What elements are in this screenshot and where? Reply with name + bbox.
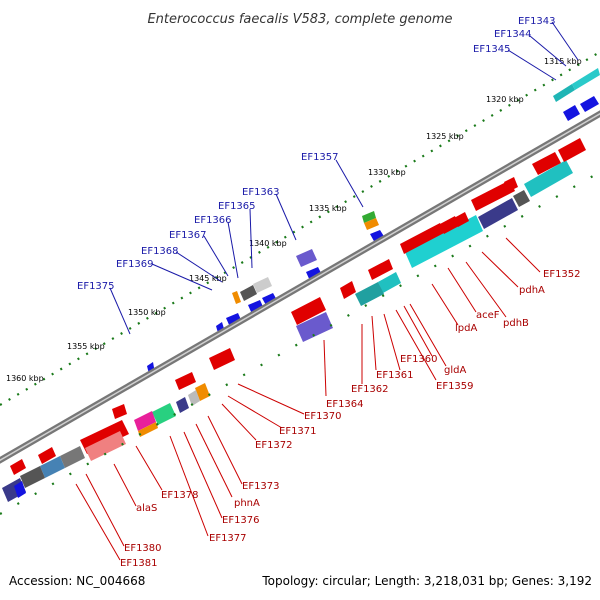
scale-label-1330: 1330 kbp [368,168,406,177]
forward-gene-labels: EF1343 EF1344 EF1345 EF1357 EF1363 EF136… [77,16,556,292]
label-ef1377[interactable]: EF1377 [209,533,247,544]
reverse-gene-labels: EF1352 pdhA pdhB aceF lpdA gldA EF1360 E… [120,269,581,569]
gene-ef1366[interactable] [240,285,257,301]
label-ef1380[interactable]: EF1380 [124,543,162,554]
label-ef1372[interactable]: EF1372 [255,440,293,451]
gene-ef1370-b[interactable] [296,312,333,342]
gene-ef1380[interactable] [40,456,65,478]
genome-backbone [0,110,600,464]
gene-ef1372[interactable] [188,390,200,406]
gene-ef1352-c[interactable] [478,198,518,229]
gene-ef1363[interactable] [296,249,317,267]
label-ef1361[interactable]: EF1361 [376,370,414,381]
gene-small-red-2[interactable] [38,447,56,464]
gene-glda[interactable] [400,223,444,254]
gene-ef1345b[interactable] [580,96,599,112]
label-ef1371[interactable]: EF1371 [279,426,317,437]
gene-ef1357[interactable] [362,211,376,223]
gene-pdha[interactable] [558,138,586,162]
scale-label-1315: 1315 kbp [544,57,582,66]
label-ef1373[interactable]: EF1373 [242,481,280,492]
forward-tick-track [0,51,600,406]
label-ef1352[interactable]: EF1352 [543,269,581,280]
gene-ef1377[interactable] [152,403,176,425]
label-ef1363[interactable]: EF1363 [242,187,280,198]
gene-ef1361[interactable] [378,272,401,293]
label-ef1375[interactable]: EF1375 [77,281,115,292]
gene-acef[interactable] [471,180,515,211]
scale-labels: 1315 kbp 1320 kbp 1325 kbp 1330 kbp 1335… [6,57,582,383]
label-ef1364[interactable]: EF1364 [326,399,364,410]
scale-label-1335: 1335 kbp [309,204,347,213]
scale-label-1320: 1320 kbp [486,95,524,104]
gene-small-red-1[interactable] [10,459,26,475]
label-alas[interactable]: alaS [136,503,157,514]
gene-ef1381-d[interactable] [14,481,26,498]
label-acef[interactable]: aceF [476,310,500,321]
gene-small-red-4[interactable] [504,177,518,192]
scale-label-1355: 1355 kbp [67,342,105,351]
gene-phna[interactable] [209,348,235,370]
label-pdhb[interactable]: pdhB [503,318,529,329]
gene-ef1352[interactable] [524,160,573,197]
gene-ef1364[interactable] [340,281,356,299]
forward-leader-lines [109,21,579,335]
reverse-leader-lines [75,237,541,561]
label-ef1370[interactable]: EF1370 [304,411,342,422]
gene-ef1365[interactable] [253,277,272,293]
gene-alas-b[interactable] [85,431,126,461]
gene-ef1343[interactable] [553,84,575,102]
gene-ef1371[interactable] [195,383,210,401]
label-pdha[interactable]: pdhA [519,285,545,296]
label-ef1368[interactable]: EF1368 [141,246,179,257]
gene-ef1357-b[interactable] [364,218,379,230]
scale-label-1360: 1360 kbp [6,374,44,383]
label-ef1343[interactable]: EF1343 [518,16,556,27]
label-ef1357[interactable]: EF1357 [301,152,339,163]
gene-small-red-3[interactable] [112,404,127,419]
gene-ef1344[interactable] [572,68,600,90]
label-ef1369[interactable]: EF1369 [116,259,154,270]
label-glda[interactable]: gldA [444,365,466,376]
gene-ef1345[interactable] [563,105,580,121]
scale-label-1345: 1345 kbp [189,274,227,283]
label-ef1381[interactable]: EF1381 [120,558,158,569]
gene-ef1370[interactable] [291,297,326,325]
scale-label-1350: 1350 kbp [128,308,166,317]
label-phna[interactable]: phnA [234,498,260,509]
label-ef1362[interactable]: EF1362 [351,384,389,395]
scale-label-1325: 1325 kbp [426,132,464,141]
gene-pdhb[interactable] [532,152,561,175]
label-ef1376[interactable]: EF1376 [222,515,260,526]
gene-ef1381[interactable] [60,446,85,468]
label-ef1345[interactable]: EF1345 [473,44,511,55]
gene-ef1359[interactable] [454,212,469,227]
gene-ef1367[interactable] [232,291,241,304]
gene-ef1352-b[interactable] [513,190,530,207]
reverse-strand-genes [2,138,586,502]
gene-lpda[interactable] [405,215,483,268]
gene-ef1381-b[interactable] [20,466,45,488]
gene-ef1362[interactable] [355,282,384,306]
scale-label-1340: 1340 kbp [249,239,287,248]
label-ef1378[interactable]: EF1378 [161,490,199,501]
label-ef1360[interactable]: EF1360 [400,354,438,365]
label-ef1367[interactable]: EF1367 [169,230,207,241]
label-ef1359[interactable]: EF1359 [436,381,474,392]
gene-ef1373[interactable] [176,397,189,413]
label-ef1366[interactable]: EF1366 [194,215,232,226]
label-lpda[interactable]: lpdA [455,323,477,334]
accession-text: Accession: NC_004668 [9,574,146,588]
gene-ef1362-b[interactable] [368,259,393,280]
label-ef1365[interactable]: EF1365 [218,201,256,212]
gene-ef1378[interactable] [134,411,156,431]
gene-ef1376[interactable] [175,372,196,390]
topology-text: Topology: circular; Length: 3,218,031 bp… [262,574,592,588]
label-ef1344[interactable]: EF1344 [494,29,532,40]
gene-ef1360[interactable] [440,216,459,234]
gene-ef1378-b[interactable] [138,422,158,437]
map-title: Enterococcus faecalis V583, complete gen… [147,12,452,27]
